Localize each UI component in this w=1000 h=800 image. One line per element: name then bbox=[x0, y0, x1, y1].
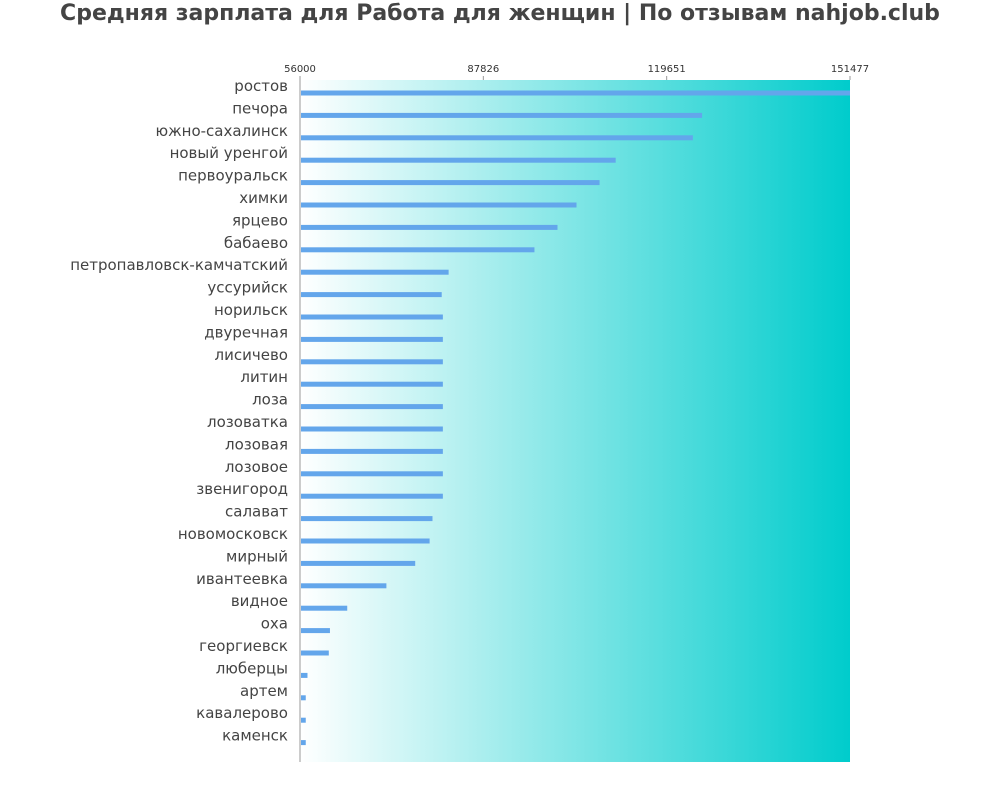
category-label: южно-сахалинск bbox=[156, 122, 289, 140]
x-tick-label: 87826 bbox=[467, 64, 499, 75]
category-label: первоуральск bbox=[178, 167, 288, 185]
category-label: химки bbox=[239, 189, 288, 207]
bar bbox=[301, 135, 693, 141]
bar bbox=[301, 493, 443, 499]
bar bbox=[301, 538, 430, 544]
bar bbox=[301, 336, 443, 342]
category-label: мирный bbox=[226, 547, 288, 565]
category-label: люберцы bbox=[216, 659, 288, 677]
bar bbox=[301, 404, 443, 410]
bar bbox=[301, 583, 387, 589]
category-label: новомосковск bbox=[178, 525, 288, 543]
bar bbox=[301, 157, 616, 163]
category-label: лозовая bbox=[225, 435, 288, 453]
bar bbox=[301, 292, 442, 298]
category-label: лозовое bbox=[225, 458, 288, 476]
plot-background bbox=[300, 80, 850, 762]
bar bbox=[301, 740, 306, 746]
x-axis-ticks: 56000 87826 119651 151477 bbox=[284, 64, 869, 80]
bar bbox=[301, 717, 306, 723]
category-label: салават bbox=[225, 503, 288, 521]
x-tick-label: 119651 bbox=[648, 64, 686, 75]
category-label: лоза bbox=[252, 391, 288, 409]
bar bbox=[301, 471, 443, 477]
category-label: артем bbox=[240, 682, 288, 700]
category-label: звенигород bbox=[196, 480, 288, 498]
category-label: видное bbox=[231, 592, 288, 610]
bar bbox=[301, 650, 329, 656]
chart-title: Средняя зарплата для Работа для женщин |… bbox=[60, 1, 940, 26]
bar bbox=[301, 628, 330, 634]
bar bbox=[301, 672, 308, 678]
category-label: новый уренгой bbox=[170, 144, 288, 162]
category-label: каменск bbox=[222, 727, 288, 745]
category-label: кавалерово bbox=[196, 704, 288, 722]
bar bbox=[301, 180, 600, 186]
bar bbox=[301, 224, 558, 230]
bar bbox=[301, 269, 449, 275]
category-label: оха bbox=[261, 615, 288, 633]
category-labels: ростов печора южно-сахалинск новый уренгой п… bbox=[70, 77, 288, 745]
category-label: норильск bbox=[214, 301, 288, 319]
bar bbox=[301, 202, 577, 208]
bar bbox=[301, 90, 850, 96]
bar bbox=[301, 448, 443, 454]
category-label: лисичево bbox=[215, 346, 288, 364]
category-label: ярцево bbox=[232, 211, 288, 229]
category-label: двуречная bbox=[204, 323, 288, 341]
category-label: петропавловск-камчатский bbox=[70, 256, 288, 274]
bar bbox=[301, 112, 703, 118]
category-label: бабаево bbox=[224, 234, 288, 252]
category-label: литин bbox=[240, 368, 288, 386]
bar bbox=[301, 381, 443, 387]
x-tick-label: 56000 bbox=[284, 64, 316, 75]
bars bbox=[301, 90, 850, 746]
bar bbox=[301, 560, 416, 566]
category-label: уссурийск bbox=[207, 279, 288, 297]
bar bbox=[301, 516, 433, 522]
category-label: георгиевск bbox=[199, 637, 288, 655]
x-tick-label: 151477 bbox=[831, 64, 869, 75]
category-label: лозоватка bbox=[207, 413, 288, 431]
bar bbox=[301, 605, 348, 611]
bar bbox=[301, 247, 535, 253]
category-label: ростов bbox=[234, 77, 288, 95]
category-label: печора bbox=[232, 99, 288, 117]
bar bbox=[301, 426, 443, 432]
bar bbox=[301, 359, 443, 365]
category-label: ивантеевка bbox=[196, 570, 288, 588]
bar bbox=[301, 695, 306, 701]
bar bbox=[301, 314, 443, 320]
